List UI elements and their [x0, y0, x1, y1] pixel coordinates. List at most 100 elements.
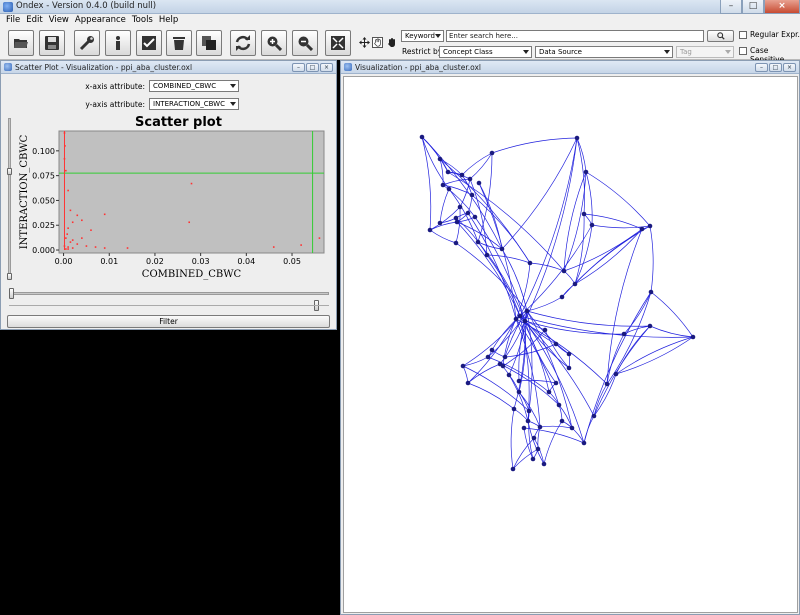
- graph-edge: [543, 420, 563, 465]
- scatter-plot-chart[interactable]: 0.00 0.01 0.02 0.03 0.04 0.05 0.000 0.025 0.050 0…: [15, 125, 331, 283]
- graph-edge: [421, 136, 450, 190]
- x-tick-label: 0.01: [100, 257, 118, 266]
- graph-edge: [467, 382, 515, 410]
- graph-edge: [526, 310, 570, 355]
- graph-node: [690, 334, 696, 340]
- graph-edge: [512, 448, 539, 470]
- graph-edge: [456, 221, 521, 317]
- select-icon[interactable]: [372, 37, 383, 48]
- graph-edge: [486, 254, 521, 317]
- graph-edge: [518, 380, 557, 384]
- graph-edge: [593, 383, 608, 417]
- restrict-label: Restrict by:: [402, 47, 445, 56]
- y-axis-attr-select[interactable]: INTERACTION_CBWC: [149, 98, 239, 110]
- checklist-icon: [142, 36, 156, 50]
- y-axis-attr-label: y-axis attribute:: [85, 100, 145, 109]
- graph-edge: [442, 184, 476, 218]
- graph-node: [445, 169, 451, 175]
- graph-edge: [487, 356, 550, 393]
- search-button[interactable]: [707, 30, 734, 42]
- graph-edge: [548, 391, 560, 406]
- viz-frame-titlebar[interactable]: Visualization - ppi_aba_cluster.oxl – □ …: [341, 61, 799, 74]
- menu-tools[interactable]: Tools: [131, 15, 153, 25]
- graph-edge: [448, 188, 479, 243]
- graph-edge: [615, 325, 651, 375]
- frame-close-button[interactable]: ×: [783, 63, 796, 72]
- frame-maximize-button[interactable]: □: [769, 63, 782, 72]
- minimize-button[interactable]: –: [720, 0, 742, 14]
- maximize-button[interactable]: □: [742, 0, 764, 14]
- graph-edge: [649, 325, 694, 338]
- menu-view[interactable]: View: [48, 15, 69, 25]
- search-mode-select[interactable]: Keyword: [401, 30, 444, 42]
- menu-appearance[interactable]: Appearance: [74, 15, 126, 25]
- data-point: [103, 213, 106, 216]
- graph-edge: [563, 171, 587, 272]
- delete-button[interactable]: [166, 30, 192, 56]
- graph-edge: [467, 212, 517, 320]
- graph-node: [537, 424, 543, 430]
- frame-minimize-button[interactable]: –: [755, 63, 768, 72]
- zoom-out-button[interactable]: [292, 30, 318, 56]
- x-axis-attr-select[interactable]: COMBINED_CBWC: [149, 80, 239, 92]
- refresh-button[interactable]: [230, 30, 256, 56]
- menu-file[interactable]: File: [6, 15, 21, 25]
- data-point: [67, 189, 69, 192]
- graph-node: [525, 418, 531, 424]
- tools-icon: [79, 36, 94, 51]
- graph-edge: [583, 213, 643, 230]
- data-source-select[interactable]: Data Source: [535, 46, 673, 58]
- regex-label: Regular Expr.: [750, 30, 800, 39]
- graph-edge: [477, 241, 526, 322]
- tools-button[interactable]: [74, 30, 100, 56]
- graph-edge: [469, 152, 493, 180]
- plot-area: [58, 130, 325, 254]
- graph-edge: [524, 320, 570, 369]
- open-button[interactable]: [8, 30, 34, 56]
- menu-help[interactable]: Help: [158, 15, 179, 25]
- hand-icon[interactable]: [386, 37, 397, 48]
- x-tick-label: 0.03: [192, 257, 210, 266]
- copy-button[interactable]: [196, 30, 222, 56]
- fit-window-button[interactable]: [325, 30, 351, 56]
- graph-edge: [576, 137, 585, 215]
- close-button[interactable]: ×: [764, 0, 800, 14]
- network-graph[interactable]: [344, 77, 797, 612]
- menu-edit[interactable]: Edit: [26, 15, 43, 25]
- x-range-slider-track[interactable]: [9, 292, 329, 295]
- data-point: [67, 248, 69, 250]
- graph-node: [510, 466, 516, 472]
- x-range-slider-lower-thumb[interactable]: [9, 288, 14, 299]
- data-point: [67, 246, 69, 248]
- graph-node: [453, 240, 459, 246]
- checklist-button[interactable]: [136, 30, 162, 56]
- search-input[interactable]: Enter search here...: [446, 30, 704, 42]
- y-range-slider-upper-thumb[interactable]: [7, 168, 12, 175]
- graph-edge: [513, 408, 529, 422]
- zoom-in-button[interactable]: [261, 30, 287, 56]
- frame-maximize-button[interactable]: □: [306, 63, 319, 72]
- move-icon[interactable]: [359, 37, 370, 48]
- frame-close-button[interactable]: ×: [320, 63, 333, 72]
- case-sensitive-checkbox[interactable]: [739, 47, 747, 55]
- graph-node: [559, 418, 565, 424]
- window-titlebar: Ondex - Version 0.4.0 (build null) – □ ×: [0, 0, 800, 14]
- tag-select: Tag: [676, 46, 734, 58]
- graph-edge: [558, 404, 573, 429]
- graph-edge: [439, 188, 450, 224]
- graph-node: [541, 461, 547, 467]
- graph-canvas[interactable]: [343, 76, 798, 613]
- save-button[interactable]: [39, 30, 65, 56]
- data-point: [63, 245, 66, 247]
- regex-checkbox[interactable]: [739, 31, 747, 39]
- scatter-frame-titlebar[interactable]: Scatter Plot - Visualization - ppi_aba_c…: [1, 61, 336, 74]
- y-range-slider-track[interactable]: [8, 118, 11, 278]
- graph-node: [572, 281, 578, 287]
- graph-edge: [502, 329, 546, 367]
- info-button[interactable]: [105, 30, 131, 56]
- concept-class-select[interactable]: Concept Class: [439, 46, 532, 58]
- filter-button[interactable]: Filter: [7, 315, 330, 328]
- frame-minimize-button[interactable]: –: [292, 63, 305, 72]
- y-tick-label: 0.000: [32, 246, 55, 255]
- y-range-slider-lower-thumb[interactable]: [7, 273, 12, 280]
